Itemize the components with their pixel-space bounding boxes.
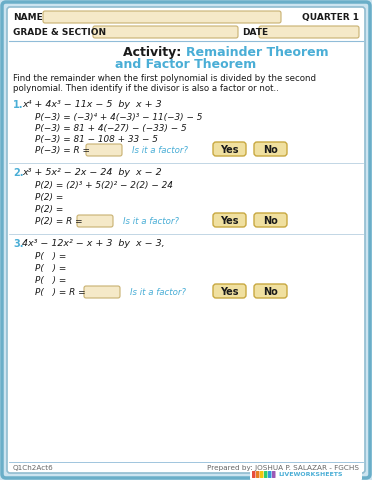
Text: P(   ) =: P( ) = — [35, 264, 66, 273]
Text: Yes: Yes — [220, 287, 238, 297]
Text: No: No — [263, 287, 278, 297]
FancyBboxPatch shape — [256, 471, 260, 478]
Text: LIVEWORKSHEETS: LIVEWORKSHEETS — [278, 472, 343, 477]
Text: 1.: 1. — [13, 100, 23, 110]
Text: Yes: Yes — [220, 216, 238, 226]
Text: Activity:: Activity: — [124, 46, 186, 59]
Text: Is it a factor?: Is it a factor? — [123, 217, 179, 226]
Text: P(−3) = R =: P(−3) = R = — [35, 146, 90, 155]
Text: QUARTER 1: QUARTER 1 — [302, 13, 359, 22]
Text: P(2) =: P(2) = — [35, 205, 63, 214]
Text: Remainder Theorem: Remainder Theorem — [186, 46, 328, 59]
Text: P(   ) = R =: P( ) = R = — [35, 288, 86, 297]
Text: Is it a factor?: Is it a factor? — [130, 288, 186, 297]
Text: P(−3) = 81 − 108 + 33 − 5: P(−3) = 81 − 108 + 33 − 5 — [35, 135, 158, 144]
FancyBboxPatch shape — [93, 26, 238, 38]
FancyBboxPatch shape — [43, 11, 281, 23]
FancyBboxPatch shape — [7, 7, 365, 473]
Text: GRADE & SECTION: GRADE & SECTION — [13, 28, 106, 37]
Text: No: No — [263, 145, 278, 155]
Text: NAME: NAME — [13, 13, 43, 22]
Text: DATE: DATE — [242, 28, 268, 37]
Text: and Factor Theorem: and Factor Theorem — [115, 58, 257, 71]
Text: 2.: 2. — [13, 168, 23, 178]
Text: P(2) = (2)³ + 5(2)² − 2(2) − 24: P(2) = (2)³ + 5(2)² − 2(2) − 24 — [35, 181, 173, 190]
Text: 3.: 3. — [13, 239, 23, 249]
FancyBboxPatch shape — [268, 471, 272, 478]
FancyBboxPatch shape — [254, 142, 287, 156]
Text: Yes: Yes — [220, 145, 238, 155]
Text: Q1Ch2Act6: Q1Ch2Act6 — [13, 465, 54, 471]
Text: P(−3) = (−3)⁴ + 4(−3)³ − 11(−3) − 5: P(−3) = (−3)⁴ + 4(−3)³ − 11(−3) − 5 — [35, 113, 202, 122]
FancyBboxPatch shape — [252, 471, 256, 478]
FancyBboxPatch shape — [213, 284, 246, 298]
Text: x³ + 5x² − 2x − 24  by  x − 2: x³ + 5x² − 2x − 24 by x − 2 — [22, 168, 161, 177]
Text: Prepared by: JOSHUA P. SALAZAR - FGCHS: Prepared by: JOSHUA P. SALAZAR - FGCHS — [207, 465, 359, 471]
FancyBboxPatch shape — [213, 213, 246, 227]
Text: Find the remainder when the first polynomial is divided by the second
polynomial: Find the remainder when the first polyno… — [13, 74, 316, 94]
Text: 4x³ − 12x² − x + 3  by  x − 3,: 4x³ − 12x² − x + 3 by x − 3, — [22, 239, 165, 248]
Text: No: No — [263, 216, 278, 226]
Text: P(   ) =: P( ) = — [35, 276, 66, 285]
FancyBboxPatch shape — [250, 470, 362, 480]
FancyBboxPatch shape — [260, 471, 263, 478]
FancyBboxPatch shape — [86, 144, 122, 156]
FancyBboxPatch shape — [259, 26, 359, 38]
Text: x⁴ + 4x³ − 11x − 5  by  x + 3: x⁴ + 4x³ − 11x − 5 by x + 3 — [22, 100, 161, 109]
Text: P(   ) =: P( ) = — [35, 252, 66, 261]
FancyBboxPatch shape — [77, 215, 113, 227]
FancyBboxPatch shape — [264, 471, 267, 478]
FancyBboxPatch shape — [254, 284, 287, 298]
FancyBboxPatch shape — [254, 213, 287, 227]
FancyBboxPatch shape — [272, 471, 276, 478]
Text: P(2) =: P(2) = — [35, 193, 63, 202]
Text: P(2) = R =: P(2) = R = — [35, 217, 83, 226]
Text: Is it a factor?: Is it a factor? — [132, 146, 188, 155]
Text: P(−3) = 81 + 4(−27) − (−33) − 5: P(−3) = 81 + 4(−27) − (−33) − 5 — [35, 124, 187, 133]
FancyBboxPatch shape — [213, 142, 246, 156]
FancyBboxPatch shape — [84, 286, 120, 298]
